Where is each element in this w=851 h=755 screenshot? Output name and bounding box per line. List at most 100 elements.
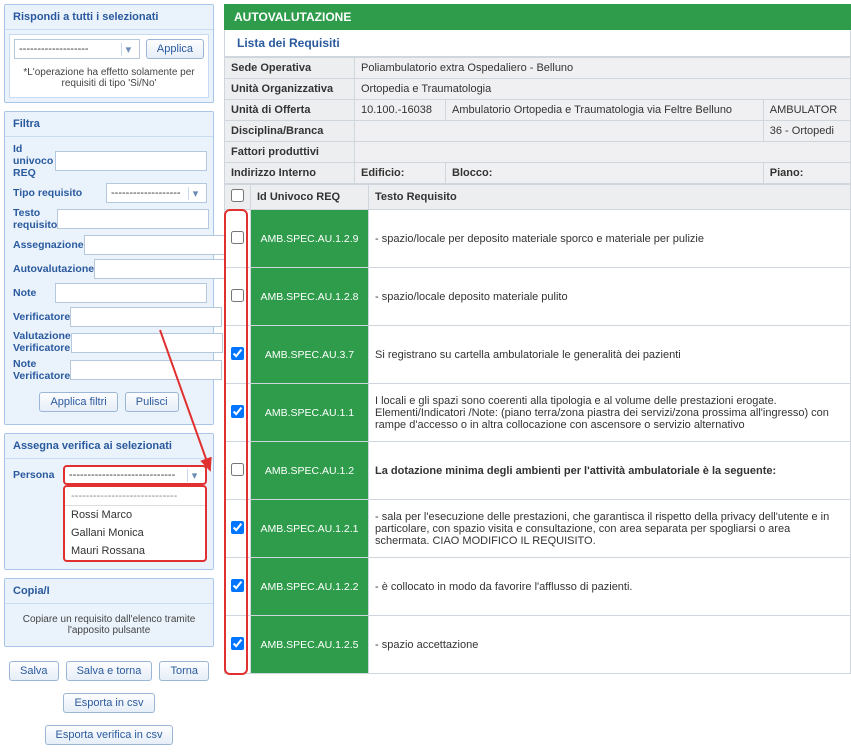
row-checkbox[interactable] bbox=[231, 405, 244, 418]
sede-value: Poliambulatorio extra Ospedaliero - Bell… bbox=[355, 58, 851, 79]
row-checkbox[interactable] bbox=[231, 637, 244, 650]
row-text: La dotazione minima degli ambienti per l… bbox=[369, 442, 851, 500]
row-code: AMB.SPEC.AU.1.2.1 bbox=[251, 500, 369, 558]
requirements-table: Id Univoco REQ Testo Requisito AMB.SPEC.… bbox=[224, 184, 851, 674]
respond-select[interactable]: ------------------- ▾ bbox=[14, 39, 140, 59]
row-text: I locali e gli spazi sono coerenti alla … bbox=[369, 384, 851, 442]
assign-title: Assegna verifica ai selezionati bbox=[5, 434, 213, 459]
chevron-down-icon: ▾ bbox=[187, 469, 201, 482]
row-text: - è collocato in modo da favorire l'affl… bbox=[369, 558, 851, 616]
row-checkbox[interactable] bbox=[231, 231, 244, 244]
row-code: AMB.SPEC.AU.3.7 bbox=[251, 326, 369, 384]
row-text: - spazio accettazione bbox=[369, 616, 851, 674]
filter-note-label: Note bbox=[11, 287, 55, 299]
table-row: AMB.SPEC.AU.1.2.5- spazio accettazione bbox=[225, 616, 851, 674]
filter-id-input[interactable] bbox=[55, 151, 207, 171]
row-checkbox[interactable] bbox=[231, 463, 244, 476]
sede-label: Sede Operativa bbox=[225, 58, 355, 79]
respond-panel: Rispondi a tutti i selezionati ---------… bbox=[4, 4, 214, 103]
unitaorg-value: Ortopedia e Traumatologia bbox=[355, 79, 851, 100]
row-code: AMB.SPEC.AU.1.2.8 bbox=[251, 268, 369, 326]
row-code: AMB.SPEC.AU.1.2.5 bbox=[251, 616, 369, 674]
page-subtitle: Lista dei Requisiti bbox=[224, 30, 851, 57]
row-code: AMB.SPEC.AU.1.2.9 bbox=[251, 210, 369, 268]
save-return-button[interactable]: Salva e torna bbox=[66, 661, 153, 681]
respond-note: *L'operazione ha effetto solamente per r… bbox=[14, 63, 204, 93]
unitaoff-label: Unità di Offerta bbox=[225, 100, 355, 121]
respond-select-value: ------------------- bbox=[19, 43, 89, 55]
chevron-down-icon: ▾ bbox=[188, 187, 202, 200]
respond-title: Rispondi a tutti i selezionati bbox=[5, 5, 213, 30]
row-checkbox[interactable] bbox=[231, 521, 244, 534]
filter-noteverif-input[interactable] bbox=[70, 360, 222, 380]
col-testo: Testo Requisito bbox=[369, 185, 851, 210]
filter-assegn-input[interactable] bbox=[84, 235, 236, 255]
row-text: - sala per l'esecuzione delle prestazion… bbox=[369, 500, 851, 558]
filter-tipo-label: Tipo requisito bbox=[11, 187, 106, 199]
filter-assegn-label: Assegnazione bbox=[11, 239, 84, 251]
filter-tipo-select[interactable]: -------------------▾ bbox=[106, 183, 207, 203]
filter-testo-label: Testo requisito bbox=[11, 207, 57, 231]
table-row: AMB.SPEC.AU.1.2La dotazione minima degli… bbox=[225, 442, 851, 500]
edificio-label: Edificio: bbox=[355, 163, 446, 184]
return-button[interactable]: Torna bbox=[159, 661, 209, 681]
row-code: AMB.SPEC.AU.1.1 bbox=[251, 384, 369, 442]
row-checkbox[interactable] bbox=[231, 579, 244, 592]
action-buttons: Salva Salva e torna Torna bbox=[4, 655, 214, 687]
copy-panel: Copia/I Copiare un requisito dall'elenco… bbox=[4, 578, 214, 647]
assign-persona-select[interactable]: ----------------------------- ▾ bbox=[63, 465, 207, 485]
assign-persona-option[interactable]: Gallani Monica bbox=[65, 524, 205, 542]
filter-note-input[interactable] bbox=[55, 283, 207, 303]
save-button[interactable]: Salva bbox=[9, 661, 59, 681]
piano-label: Piano: bbox=[763, 163, 850, 184]
assign-persona-option[interactable]: ----------------------------- bbox=[65, 487, 205, 506]
table-row: AMB.SPEC.AU.1.1I locali e gli spazi sono… bbox=[225, 384, 851, 442]
unitaoff-value: Ambulatorio Ortopedia e Traumatologia vi… bbox=[446, 100, 764, 121]
table-row: AMB.SPEC.AU.1.2.1- sala per l'esecuzione… bbox=[225, 500, 851, 558]
indirizzo-label: Indirizzo Interno bbox=[225, 163, 355, 184]
row-checkbox[interactable] bbox=[231, 347, 244, 360]
col-id: Id Univoco REQ bbox=[251, 185, 369, 210]
disc-value: 36 - Ortopedi bbox=[763, 121, 850, 142]
info-table: Sede Operativa Poliambulatorio extra Osp… bbox=[224, 57, 851, 184]
unitaorg-label: Unità Organizzativa bbox=[225, 79, 355, 100]
row-text: - spazio/locale deposito materiale pulit… bbox=[369, 268, 851, 326]
fattori-label: Fattori produttivi bbox=[225, 142, 355, 163]
filter-id-label: Id univoco REQ bbox=[11, 143, 55, 179]
assign-persona-dropdown[interactable]: -----------------------------Rossi Marco… bbox=[63, 485, 207, 562]
filter-panel: Filtra Id univoco REQ Tipo requisito ---… bbox=[4, 111, 214, 425]
row-text: Si registrano su cartella ambulatoriale … bbox=[369, 326, 851, 384]
table-row: AMB.SPEC.AU.1.2.9- spazio/locale per dep… bbox=[225, 210, 851, 268]
row-checkbox[interactable] bbox=[231, 289, 244, 302]
disc-label: Disciplina/Branca bbox=[225, 121, 355, 142]
filter-verif-label: Verificatore bbox=[11, 311, 70, 323]
copy-title: Copia/I bbox=[5, 579, 213, 604]
filter-apply-button[interactable]: Applica filtri bbox=[39, 392, 117, 412]
table-row: AMB.SPEC.AU.1.2.8- spazio/locale deposit… bbox=[225, 268, 851, 326]
filter-testo-input[interactable] bbox=[57, 209, 209, 229]
row-code: AMB.SPEC.AU.1.2.2 bbox=[251, 558, 369, 616]
assign-persona-label: Persona bbox=[11, 469, 63, 481]
assign-persona-option[interactable]: Mauri Rossana bbox=[65, 542, 205, 560]
filter-verif-input[interactable] bbox=[70, 307, 222, 327]
page-title: AUTOVALUTAZIONE bbox=[224, 4, 851, 30]
export-verifica-button[interactable]: Esporta verifica in csv bbox=[45, 725, 174, 745]
copy-note: Copiare un requisito dall'elenco tramite… bbox=[11, 610, 207, 640]
blocco-label: Blocco: bbox=[446, 163, 764, 184]
filter-autoval-label: Autovalutazione bbox=[11, 263, 94, 275]
table-row: AMB.SPEC.AU.1.2.2- è collocato in modo d… bbox=[225, 558, 851, 616]
export-csv-button[interactable]: Esporta in csv bbox=[63, 693, 154, 713]
respond-apply-button[interactable]: Applica bbox=[146, 39, 204, 59]
table-row: AMB.SPEC.AU.3.7Si registrano su cartella… bbox=[225, 326, 851, 384]
select-all-checkbox[interactable] bbox=[231, 189, 244, 202]
filter-clear-button[interactable]: Pulisci bbox=[125, 392, 179, 412]
row-code: AMB.SPEC.AU.1.2 bbox=[251, 442, 369, 500]
filter-noteverif-label: Note Verificatore bbox=[11, 358, 70, 382]
assign-persona-option[interactable]: Rossi Marco bbox=[65, 506, 205, 524]
chevron-down-icon: ▾ bbox=[121, 43, 135, 56]
filter-title: Filtra bbox=[5, 112, 213, 137]
filter-valverif-input[interactable] bbox=[71, 333, 223, 353]
unitaoff-extra: AMBULATOR bbox=[763, 100, 850, 121]
assign-panel: Assegna verifica ai selezionati Persona … bbox=[4, 433, 214, 570]
row-text: - spazio/locale per deposito materiale s… bbox=[369, 210, 851, 268]
